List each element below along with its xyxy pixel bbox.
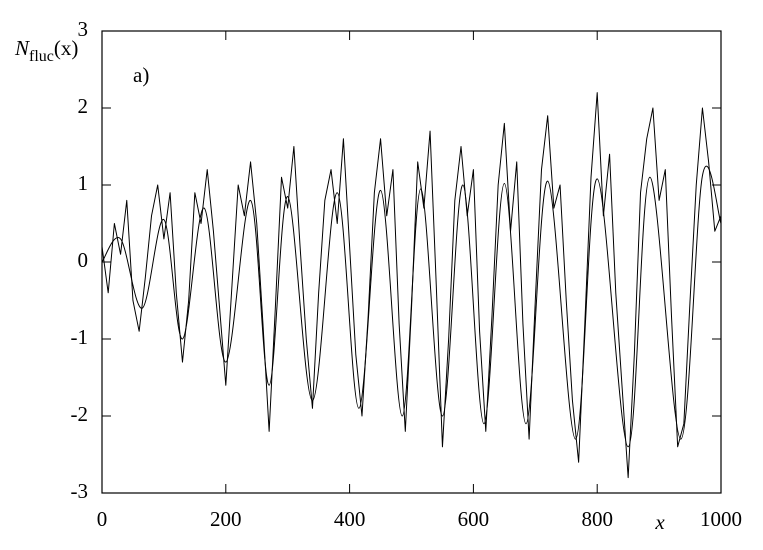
x-tick-label: 800 (581, 507, 613, 531)
x-axis-label: x (654, 510, 665, 534)
y-tick-label: 1 (78, 171, 89, 195)
plot-frame (101, 30, 722, 494)
x-tick-label: 600 (458, 507, 490, 531)
y-tick-label: -1 (71, 325, 89, 349)
x-tick-label: 0 (97, 507, 108, 531)
y-label-subscript: fluc (29, 48, 54, 65)
data-line (101, 92, 722, 479)
x-tick-label: 1000 (700, 507, 742, 531)
y-label-symbol: N (14, 36, 30, 60)
annotation: a) (133, 63, 149, 87)
x-tick-label: 400 (334, 507, 366, 531)
x-tick-label: 200 (210, 507, 242, 531)
y-tick-label: -3 (71, 479, 89, 503)
y-axis-label: Nfluc(x) (14, 36, 78, 65)
y-label-argument: (x) (54, 36, 79, 60)
y-tick-label: 3 (78, 17, 89, 41)
y-tick-label: -2 (71, 402, 89, 426)
y-tick-label: 2 (78, 94, 89, 118)
y-tick-label: 0 (78, 248, 89, 272)
data-line (101, 165, 722, 448)
